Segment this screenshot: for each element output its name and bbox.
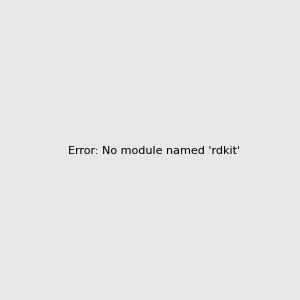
Text: Error: No module named 'rdkit': Error: No module named 'rdkit': [68, 146, 240, 157]
